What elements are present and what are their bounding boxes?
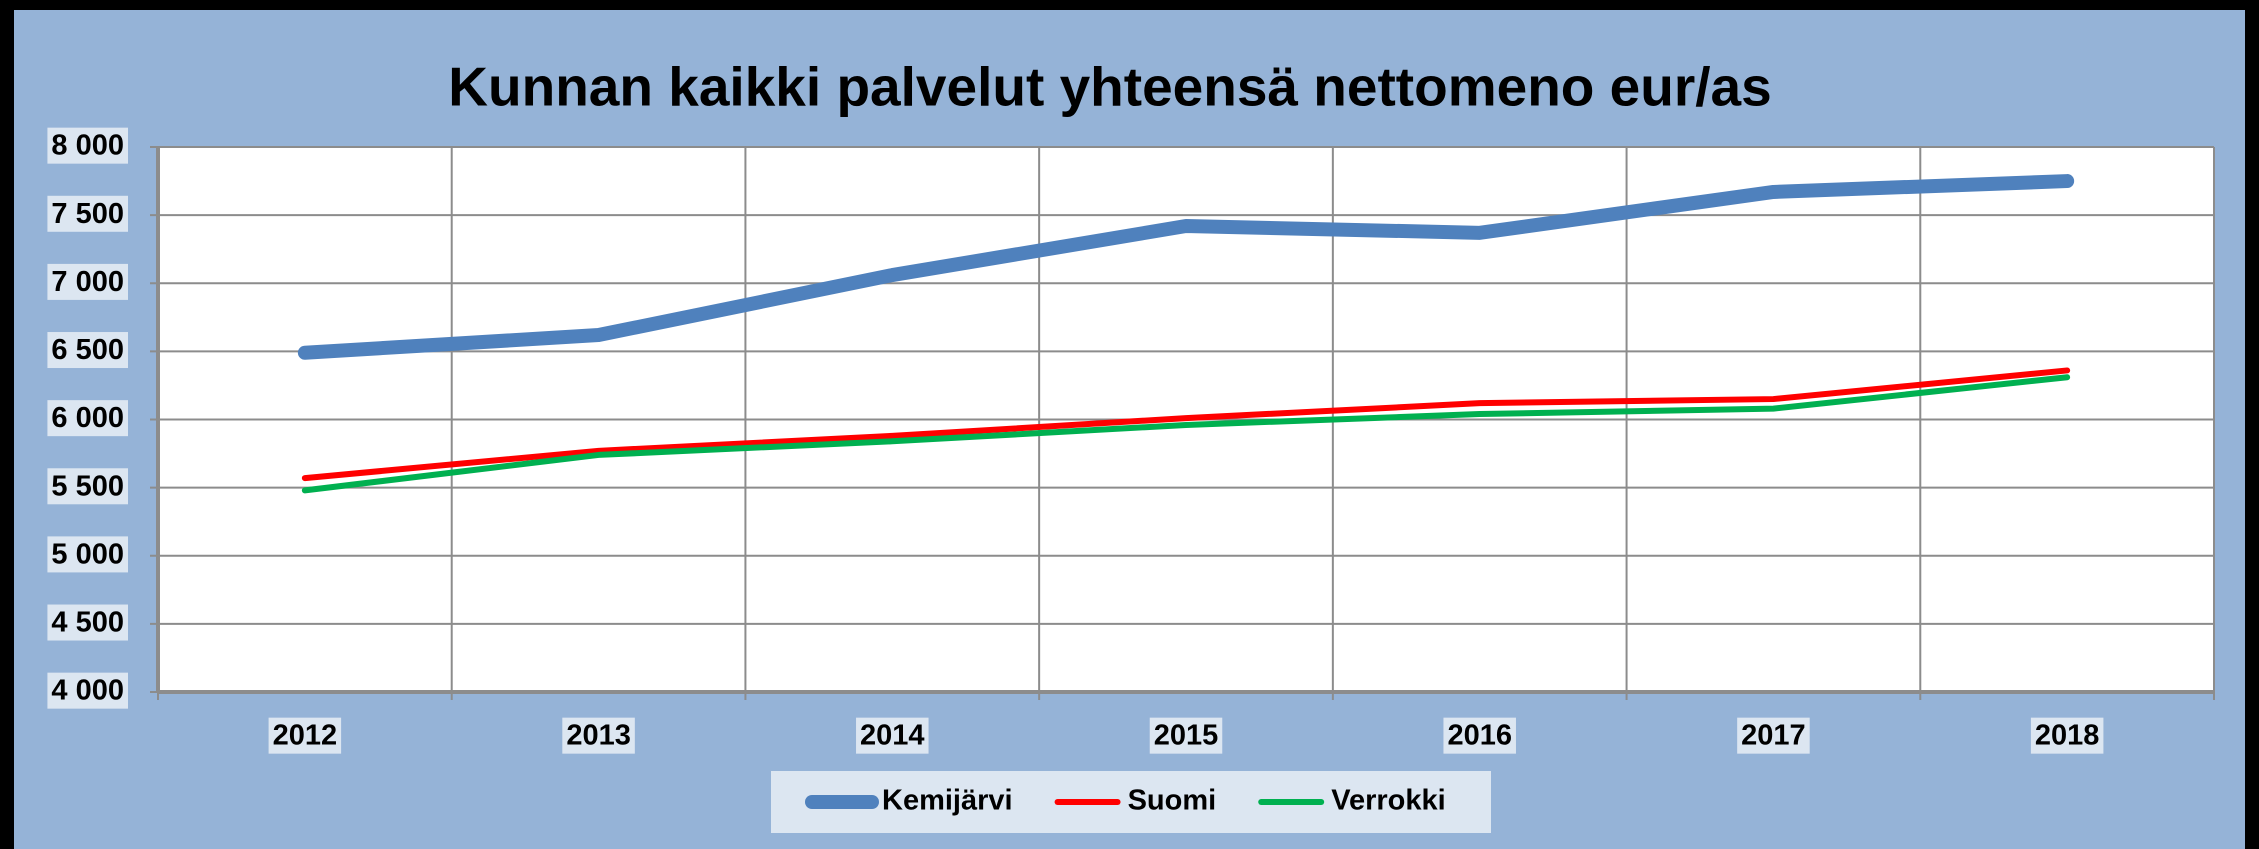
y-tick-label: 4 500 [51, 607, 124, 639]
label-background [47, 536, 128, 573]
x-tick-label: 2018 [2035, 720, 2100, 752]
y-tick-label: 6 500 [51, 334, 124, 366]
label-background [562, 717, 635, 754]
label-background [47, 468, 128, 505]
y-tick-label: 5 500 [51, 470, 124, 502]
x-tick-label: 2014 [860, 720, 925, 752]
label-background [47, 127, 128, 164]
y-tick-label: 8 000 [51, 130, 124, 162]
label-background [47, 195, 128, 232]
y-tick-label: 7 500 [51, 198, 124, 230]
label-background [47, 263, 128, 300]
label-background [2030, 717, 2104, 754]
label-background [1443, 717, 1516, 754]
x-tick-label: 2017 [1741, 720, 1806, 752]
label-background [1737, 717, 1810, 754]
legend-label: Kemijärvi [882, 785, 1013, 817]
label-background [47, 400, 128, 437]
legend-label: Suomi [1128, 785, 1217, 817]
x-tick-label: 2015 [1154, 720, 1219, 752]
y-tick-label: 6 000 [51, 402, 124, 434]
x-tick-label: 2013 [566, 720, 631, 752]
legend-box [771, 771, 1491, 833]
series-line [301, 367, 2071, 482]
x-tick-label: 2016 [1447, 720, 1512, 752]
label-background [268, 717, 342, 754]
label-background [47, 332, 128, 369]
series-line [301, 374, 2071, 494]
x-tick-label: 2012 [273, 720, 338, 752]
label-background [1149, 717, 1223, 754]
label-background [47, 604, 128, 641]
y-tick-label: 5 000 [51, 538, 124, 570]
legend-label: Verrokki [1331, 785, 1445, 817]
y-tick-label: 4 000 [51, 675, 124, 707]
label-background [47, 672, 128, 709]
chart-title: Kunnan kaikki palvelut yhteensä nettomen… [448, 56, 1771, 118]
label-background [856, 717, 929, 754]
series-line [297, 174, 2075, 360]
y-tick-label: 7 000 [51, 266, 124, 298]
